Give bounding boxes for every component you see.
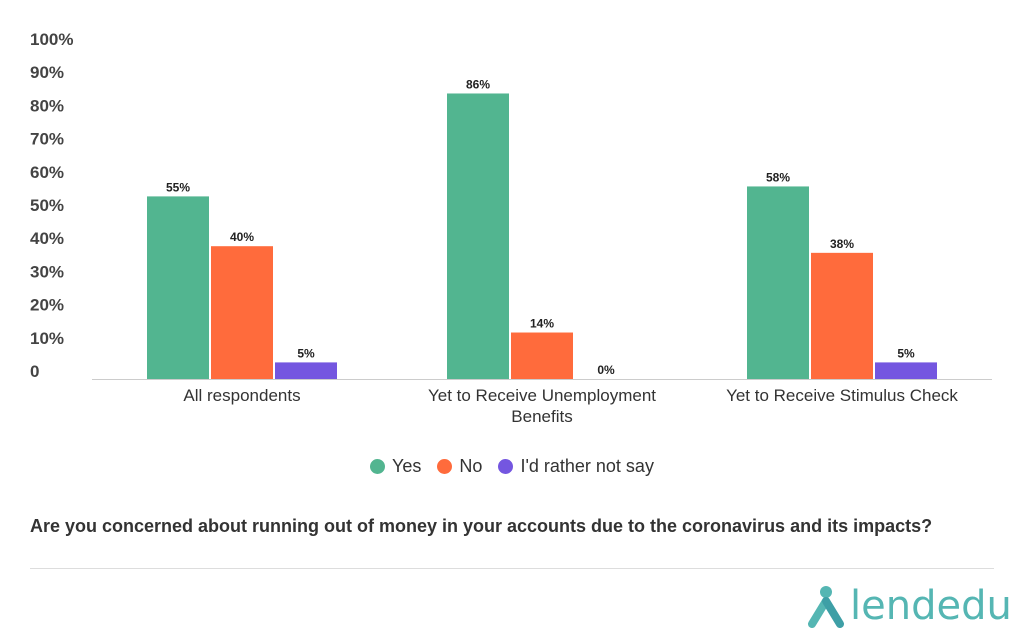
x-category-label: Benefits xyxy=(511,407,572,426)
bar-yes[interactable] xyxy=(747,186,809,379)
y-tick-label: 0 xyxy=(30,362,39,381)
data-label-yes: 86% xyxy=(466,77,490,91)
data-label-rather-not-say: 5% xyxy=(897,346,915,360)
chart-title: Are you concerned about running out of m… xyxy=(30,516,933,536)
bar-no[interactable] xyxy=(211,246,273,379)
legend-label-rather-not-say: I'd rather not say xyxy=(520,456,654,476)
data-label-no: 14% xyxy=(530,317,554,331)
bar-rather-not-say[interactable] xyxy=(275,362,337,379)
legend-swatch-no xyxy=(437,459,453,474)
brand-logo: lendedu xyxy=(806,583,1012,632)
y-tick-label: 70% xyxy=(30,130,64,149)
y-tick-label: 50% xyxy=(30,196,64,215)
y-tick-label: 40% xyxy=(30,229,64,248)
bar-no[interactable] xyxy=(511,332,573,379)
legend-swatch-yes xyxy=(370,459,386,474)
data-label-yes: 58% xyxy=(766,170,790,184)
divider xyxy=(30,568,994,569)
legend-swatch-rather-not-say xyxy=(498,459,514,474)
brand-name: lendedu xyxy=(850,583,1012,629)
data-label-rather-not-say: 0% xyxy=(597,363,615,377)
lendedu-logo-icon xyxy=(808,586,844,628)
bar-no[interactable] xyxy=(811,252,873,379)
data-label-no: 40% xyxy=(230,230,254,244)
y-tick-label: 10% xyxy=(30,329,64,348)
y-tick-label: 90% xyxy=(30,63,64,82)
legend-label-no: No xyxy=(459,456,483,476)
data-label-yes: 55% xyxy=(166,180,190,194)
y-axis: 0 10% 20% 30% 40% 50% 60% 70% 80% 90% 100% xyxy=(30,30,73,381)
legend-item-no[interactable]: No xyxy=(437,456,482,477)
data-label-rather-not-say: 5% xyxy=(297,346,315,360)
y-tick-label: 80% xyxy=(30,96,64,115)
legend: Yes No I'd rather not say xyxy=(0,456,1024,477)
y-tick-label: 60% xyxy=(30,163,64,182)
x-category-label: Yet to Receive Unemployment xyxy=(428,386,656,405)
y-tick-label: 30% xyxy=(30,262,64,281)
bar-yes[interactable] xyxy=(147,196,209,379)
legend-label-yes: Yes xyxy=(392,456,422,476)
data-labels: 55% 40% 5% 86% 14% 0% 58% 38% 5% xyxy=(166,77,915,377)
bar-chart: 010%20%30%40%50%60%70%80%90%100% 55%40%5… xyxy=(30,30,992,426)
x-axis-categories: All respondents Yet to Receive Unemployme… xyxy=(183,386,958,426)
bars xyxy=(147,93,937,379)
x-category-label: All respondents xyxy=(183,386,300,405)
legend-item-rather-not-say[interactable]: I'd rather not say xyxy=(498,456,654,477)
bar-rather-not-say[interactable] xyxy=(875,362,937,379)
legend-item-yes[interactable]: Yes xyxy=(370,456,421,477)
bar-yes[interactable] xyxy=(447,93,509,379)
y-tick-label: 100% xyxy=(30,30,73,49)
x-category-label: Yet to Receive Stimulus Check xyxy=(726,386,958,405)
y-tick-label: 20% xyxy=(30,296,64,315)
data-label-no: 38% xyxy=(830,237,854,251)
